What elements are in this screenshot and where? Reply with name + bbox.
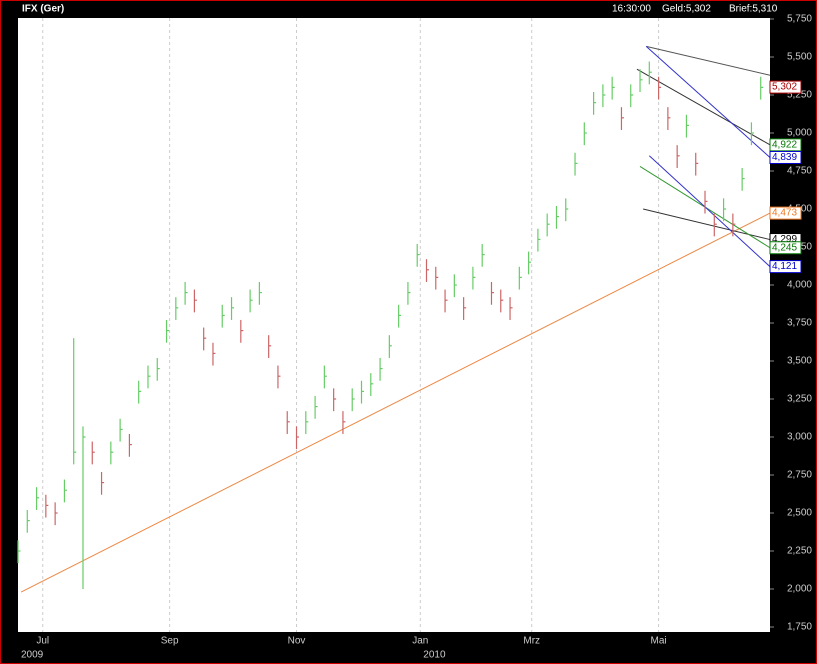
trend-label-box [769, 206, 802, 220]
last-price-label: 5,302 [772, 82, 797, 93]
header-text: 16:30:00 [612, 4, 651, 15]
last-price-label-box [769, 80, 802, 94]
trend-label-box [769, 150, 802, 164]
trend-label: 4,299 [772, 234, 797, 245]
header-text: Brief:5,310 [729, 4, 778, 15]
y-tick-label: 2,750 [787, 470, 812, 481]
x-tick-label: Jul [36, 636, 49, 647]
trend-line [645, 45, 771, 158]
y-tick-label: 3,250 [787, 394, 812, 405]
year-label: 2009 [21, 650, 44, 661]
trend-label: 4,473 [772, 208, 797, 219]
y-tick-label: 2,250 [787, 546, 812, 557]
trend-label: 4,839 [772, 152, 797, 163]
x-tick-label: Mrz [523, 636, 540, 647]
y-tick-label: 4,000 [787, 280, 812, 291]
chart-title: IFX (Ger) [22, 4, 64, 15]
y-tick-label: 5,250 [787, 90, 812, 101]
x-tick-label: Jan [412, 636, 428, 647]
trend-label-box [769, 260, 802, 274]
trend-label: 4,245 [772, 242, 797, 253]
trend-label: 4,922 [772, 139, 797, 150]
y-tick-label: 3,500 [787, 356, 812, 367]
y-tick-label: 5,500 [787, 52, 812, 63]
trend-label-box [769, 241, 802, 255]
trend-line [648, 155, 771, 267]
year-label: 2010 [423, 650, 446, 661]
x-tick-label: Mai [651, 636, 667, 647]
plot-area [18, 18, 770, 632]
y-tick-label: 2,000 [787, 584, 812, 595]
x-tick-label: Sep [161, 636, 179, 647]
y-tick-label: 3,750 [787, 318, 812, 329]
header-text: Geld:5,302 [662, 4, 711, 15]
y-tick-label: 2,500 [787, 508, 812, 519]
y-tick-label: 3,000 [787, 432, 812, 443]
y-tick-label: 4,750 [787, 166, 812, 177]
trend-line [20, 212, 771, 593]
trend-label: 4,121 [772, 261, 797, 272]
y-tick-label: 5,000 [787, 128, 812, 139]
y-tick-label: 1,750 [787, 622, 812, 633]
x-tick-label: Nov [288, 636, 306, 647]
y-tick-label: 5,750 [787, 14, 812, 25]
trend-line [646, 45, 771, 76]
trend-label-box [769, 138, 802, 152]
